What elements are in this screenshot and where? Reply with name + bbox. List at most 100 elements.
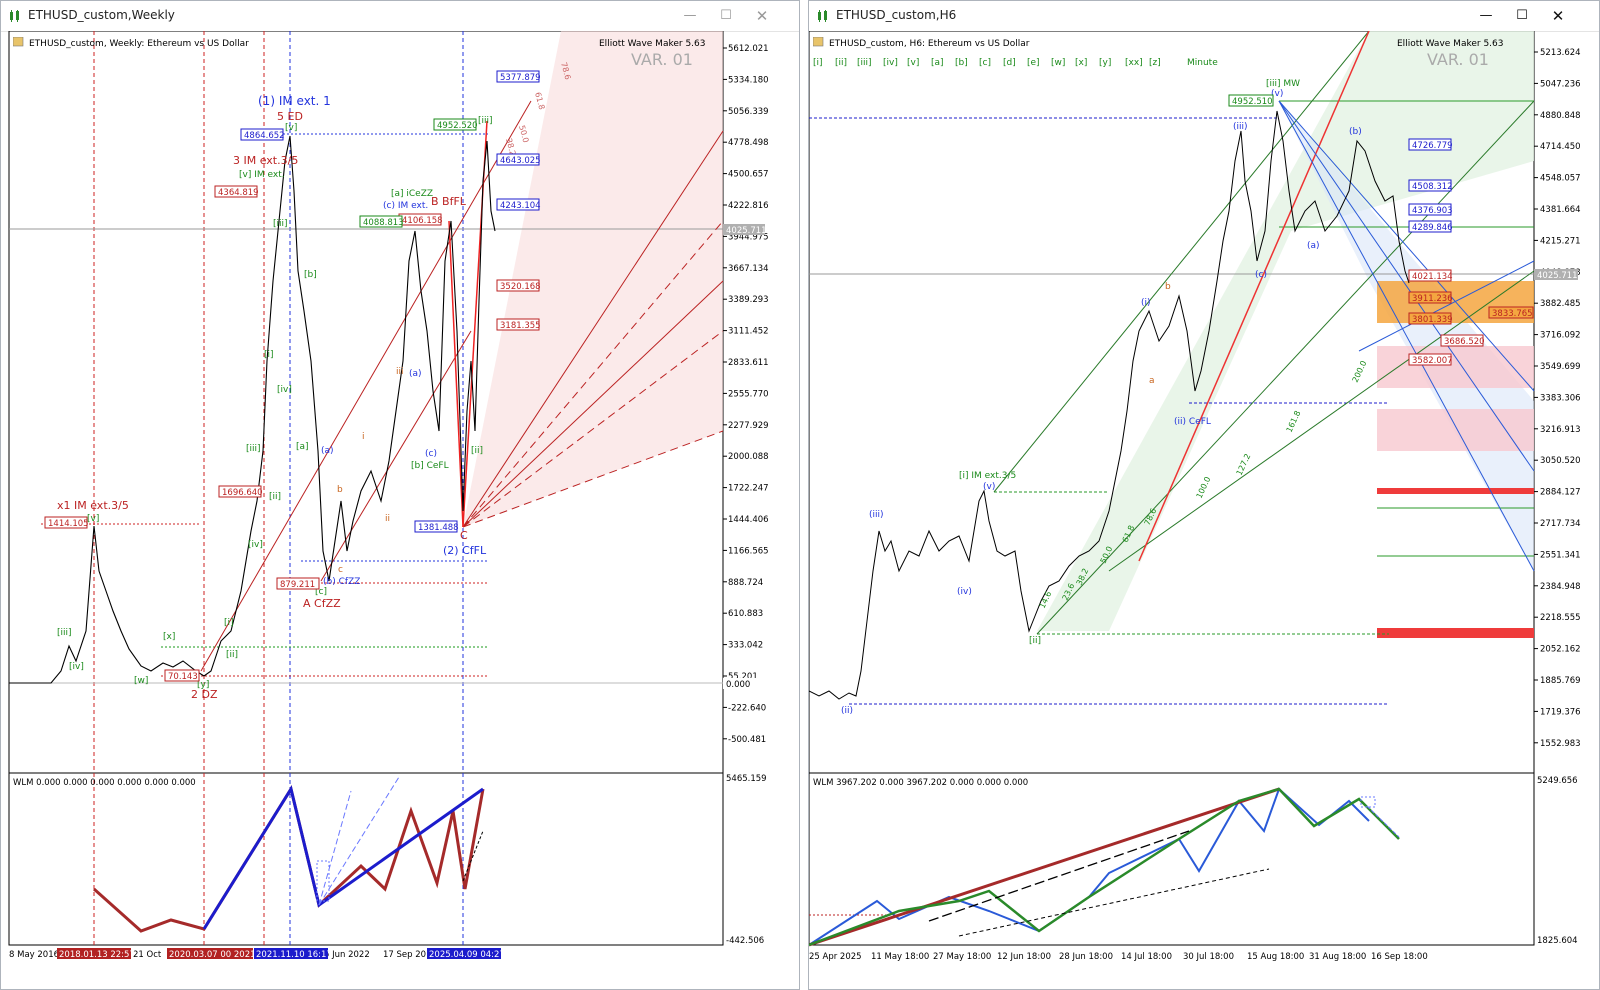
price-axis-label: 2555.770	[728, 389, 769, 399]
price-box-4643: 4643.025	[500, 156, 541, 166]
wave-toolbar-button-5[interactable]: [v]	[907, 58, 919, 68]
wave-label-c-paren: (c)	[425, 449, 437, 459]
maximize-button[interactable]: ☐	[1516, 8, 1528, 23]
maximize-button[interactable]: ☐	[720, 8, 732, 23]
wave-label-iv-a: [iv]	[69, 662, 84, 672]
price-axis-label: 2551.341	[1540, 550, 1581, 560]
time-axis-label: 14 Jul 18:00	[1121, 952, 1172, 962]
time-axis-label: 25 Apr 2025	[809, 952, 862, 962]
price-axis-label: 1885.769	[1540, 676, 1581, 686]
wave-label-iii-a: [iii]	[57, 628, 72, 638]
wave-toolbar-button-13[interactable]: [y]	[1099, 58, 1111, 68]
price-axis-label: 2277.929	[728, 421, 769, 431]
wave-label-iii-b: [iii]	[246, 444, 261, 454]
price-axis-label: 1166.565	[728, 546, 769, 556]
price-axis-label: 2000.088	[728, 452, 769, 462]
wave-label-i-r: i	[362, 432, 365, 442]
chart-icon	[818, 10, 827, 22]
h6-ind-axis-top: 5249.656	[1537, 776, 1578, 786]
price-axis-label: 3389.293	[728, 295, 769, 305]
chart-mode-icon	[13, 37, 24, 47]
weekly-window-title: ETHUSD_custom,Weekly	[28, 8, 175, 22]
h6-ind-axis-bottom: 1825.604	[1537, 936, 1578, 946]
wave-toolbar-button-3[interactable]: [iii]	[857, 58, 872, 68]
price-box-1414: 1414.105	[48, 519, 89, 529]
wave-toolbar-button-6[interactable]: [a]	[931, 58, 944, 68]
price-axis-label: 3383.306	[1540, 393, 1581, 403]
price-box-3686: 3686.520	[1444, 337, 1485, 347]
wave-label-im-ext1: (1) IM ext. 1	[258, 94, 331, 108]
wave-toolbar-button-11[interactable]: [w]	[1051, 58, 1065, 68]
wave-label-ii-b: [ii]	[226, 650, 238, 660]
weekly-chart-canvas[interactable]: ETHUSD_custom, Weekly: Ethereum vs US Do…	[1, 31, 799, 989]
price-box-3833: 3833.765	[1492, 309, 1533, 319]
wave-label-iii-r: iii	[396, 367, 404, 377]
wave-label-v-c: [v]	[285, 123, 297, 133]
wave-toolbar-button-4[interactable]: [iv]	[883, 58, 898, 68]
price-axis-label: 1552.983	[1540, 739, 1581, 749]
price-box-4364: 4364.819	[218, 188, 259, 198]
price-axis-label: 3716.092	[1540, 331, 1581, 341]
price-box-4376: 4376.903	[1412, 206, 1453, 216]
h6-plugin-name: Elliott Wave Maker 5.63	[1397, 39, 1503, 49]
h6-chart-header: ETHUSD_custom, H6: Ethereum vs US Dollar	[829, 39, 1030, 49]
wave-label-ii-r: ii	[385, 514, 390, 524]
wave-toolbar-button-9[interactable]: [d]	[1003, 58, 1016, 68]
wave-toolbar-button-7[interactable]: [b]	[955, 58, 968, 68]
price-axis-label: 4880.848	[1540, 111, 1581, 121]
h6-chart-canvas[interactable]: ETHUSD_custom, H6: Ethereum vs US Dollar…	[809, 31, 1599, 989]
wave-toolbar-button-10[interactable]: [e]	[1027, 58, 1040, 68]
minimize-button[interactable]: —	[1479, 8, 1493, 23]
wave-label-iii-c: [iii]	[273, 219, 288, 229]
price-axis-label: 3944.975	[728, 232, 769, 242]
time-axis-label: 31 Aug 18:00	[1309, 952, 1366, 962]
wave-label-a-cfzz: A CfZZ	[303, 597, 341, 610]
wave-toolbar-button-15[interactable]: [z]	[1149, 58, 1161, 68]
wave-label-iii-paren: (iii)	[869, 510, 884, 520]
wave-label-a-paren-2: (a)	[409, 369, 422, 379]
price-axis-label: 55.201	[728, 672, 758, 682]
weekly-chart-window[interactable]: ETHUSD_custom,Weekly — ☐ ✕	[0, 0, 800, 990]
wave-label-5ed: 5 ED	[277, 110, 303, 123]
price-axis-label: 1719.376	[1540, 707, 1581, 717]
weekly-indicator-label: WLM 0.000 0.000 0.000 0.000 0.000 0.000	[13, 778, 196, 788]
wave-toolbar-button-14[interactable]: [xx]	[1125, 58, 1143, 68]
price-axis-label: 4500.657	[728, 170, 769, 180]
price-axis-label: 5334.180	[728, 75, 769, 85]
minimize-button[interactable]: —	[683, 8, 697, 23]
close-button[interactable]: ✕	[1551, 7, 1565, 25]
wave-label-a-paren: (a)	[321, 446, 334, 456]
wave-label-2dz: 2 DZ	[191, 688, 218, 701]
close-button[interactable]: ✕	[755, 7, 769, 25]
price-box-4088: 4088.813	[363, 218, 404, 228]
price-axis-label: 2833.611	[728, 358, 769, 368]
time-axis-label: 11 May 18:00	[871, 952, 929, 962]
wave-toolbar-button-1[interactable]: [i]	[813, 58, 823, 68]
price-box-3911: 3911.236	[1412, 294, 1453, 304]
price-box-4508: 4508.312	[1412, 182, 1453, 192]
price-box-879: 879.211	[280, 580, 315, 590]
wave-label-i-c: [i]	[264, 350, 274, 360]
h6-titlebar[interactable]: ETHUSD_custom,H6 — ☐ ✕	[809, 1, 1599, 32]
weekly-zero-label: 0.000	[726, 680, 750, 690]
chart-icon	[10, 10, 19, 22]
wave-toolbar-button-12[interactable]: [x]	[1075, 58, 1087, 68]
wave-toolbar-button-8[interactable]: [c]	[979, 58, 991, 68]
weekly-titlebar[interactable]: ETHUSD_custom,Weekly — ☐ ✕	[1, 1, 799, 32]
wave-toolbar-button-16[interactable]: Minute	[1187, 58, 1218, 68]
wave-label-i-im: [i] IM ext.3/5	[959, 471, 1016, 481]
price-box-3181: 3181.355	[500, 321, 541, 331]
h6-chart-window[interactable]: ETHUSD_custom,H6 — ☐ ✕	[808, 0, 1600, 990]
price-axis-label: 4222.816	[728, 201, 769, 211]
wave-label-v-paren: (v)	[983, 482, 995, 492]
fib-label-618: 61.8	[533, 91, 546, 111]
time-marker-3: 2021.11.10 16:17	[256, 950, 332, 960]
wave-label-iv-b: [iv]	[248, 540, 263, 550]
wave-toolbar-button-2[interactable]: [ii]	[835, 58, 847, 68]
wave-label-v-im: [v] IM ext.	[239, 170, 285, 180]
price-box-4106: 4106.158	[402, 216, 443, 226]
price-axis-label: 4548.057	[1540, 174, 1581, 184]
wave-label-3-im: 3 IM ext.3/5	[233, 154, 298, 167]
wave-label-b-sm: b	[1165, 282, 1171, 292]
price-axis-label: 3216.913	[1540, 425, 1581, 435]
